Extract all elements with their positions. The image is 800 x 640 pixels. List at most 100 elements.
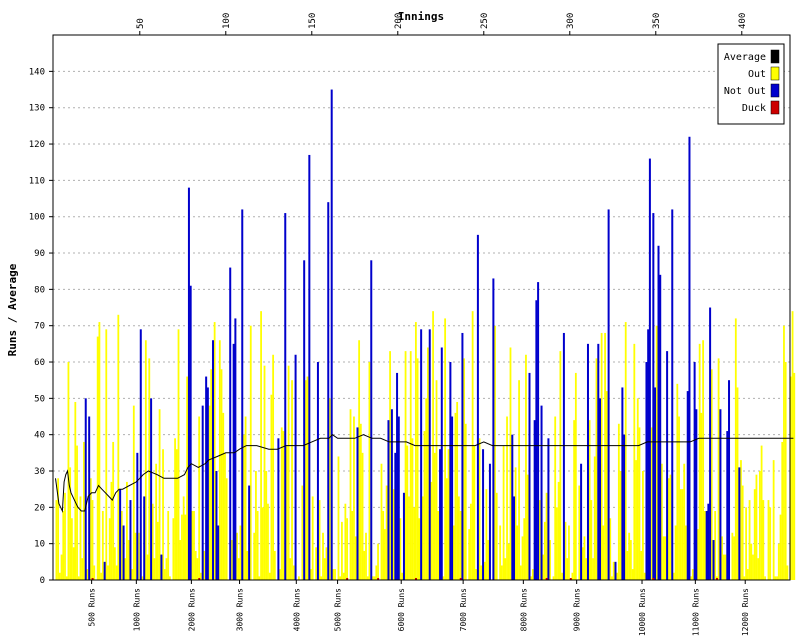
out-bar bbox=[786, 565, 789, 580]
out-bar bbox=[138, 532, 140, 580]
out-bar bbox=[611, 576, 613, 580]
out-bar bbox=[287, 365, 290, 580]
out-bar bbox=[380, 463, 383, 580]
out-bar bbox=[722, 554, 725, 580]
not-out-bar bbox=[645, 362, 648, 580]
out-bar bbox=[624, 322, 627, 580]
duck-mark bbox=[91, 578, 94, 580]
out-bar bbox=[58, 572, 61, 580]
duck-mark bbox=[346, 578, 349, 580]
out-bar bbox=[605, 391, 608, 580]
out-bar bbox=[310, 569, 312, 580]
not-out-bar bbox=[440, 347, 443, 580]
out-bar bbox=[616, 572, 619, 580]
out-bar bbox=[270, 394, 273, 580]
not-out-bar bbox=[728, 380, 731, 580]
out-bar bbox=[110, 481, 113, 580]
bottom-tick-label: 4000 Runs bbox=[292, 588, 301, 632]
not-out-bar bbox=[103, 561, 106, 580]
out-bar bbox=[358, 340, 361, 580]
out-bar bbox=[633, 343, 636, 580]
not-out-bar bbox=[533, 420, 536, 580]
out-bar bbox=[375, 565, 378, 580]
out-bar bbox=[444, 318, 447, 580]
out-bar bbox=[777, 543, 780, 580]
out-bar bbox=[741, 485, 744, 580]
out-bar bbox=[703, 510, 706, 580]
out-bar bbox=[218, 340, 221, 580]
out-bar bbox=[421, 496, 424, 580]
y-tick-label: 40 bbox=[34, 431, 45, 441]
not-out-bar bbox=[420, 329, 423, 580]
not-out-bars bbox=[84, 89, 741, 581]
out-bar bbox=[298, 576, 300, 580]
out-bar bbox=[76, 445, 78, 580]
out-bar bbox=[62, 510, 65, 580]
out-bar bbox=[279, 569, 281, 580]
out-bar bbox=[781, 441, 784, 580]
out-bar bbox=[683, 463, 686, 580]
top-axis-ticks: 50 100 150 200 250 300 350 400 bbox=[136, 13, 748, 35]
not-out-bar bbox=[671, 209, 674, 580]
out-bar bbox=[464, 423, 467, 580]
out-bar bbox=[198, 416, 201, 580]
out-bar bbox=[267, 503, 269, 580]
y-tick-label: 100 bbox=[29, 213, 45, 223]
out-bar bbox=[384, 529, 386, 580]
out-bar bbox=[382, 510, 385, 580]
out-bar bbox=[230, 540, 233, 580]
out-bar bbox=[162, 449, 164, 580]
not-out-bar bbox=[160, 554, 163, 580]
duck-mark bbox=[459, 578, 462, 580]
bottom-axis-ticks: 500 Runs 1000 Runs 2000 Runs 3000 Runs 4000 … bbox=[88, 580, 750, 636]
not-out-bar bbox=[294, 354, 297, 580]
out-bar bbox=[710, 369, 713, 580]
out-bar bbox=[585, 558, 588, 580]
out-bar bbox=[325, 547, 328, 580]
duck-mark bbox=[569, 578, 572, 580]
legend-label: Not Out bbox=[724, 86, 766, 97]
not-out-bar bbox=[248, 485, 251, 580]
y-tick-label: 20 bbox=[34, 503, 45, 513]
not-out-bar bbox=[648, 158, 651, 580]
out-bar bbox=[69, 467, 72, 580]
not-out-bar bbox=[139, 329, 142, 580]
out-bar bbox=[249, 325, 252, 580]
out-bar bbox=[301, 485, 304, 580]
bottom-tick-label: 11000 Runs bbox=[691, 588, 700, 636]
top-tick-label: 350 bbox=[652, 13, 662, 29]
out-bar bbox=[389, 351, 391, 580]
not-out-bar bbox=[709, 307, 712, 580]
not-out-bar bbox=[695, 409, 698, 580]
out-bar bbox=[516, 525, 519, 580]
out-bar bbox=[392, 489, 395, 580]
legend-swatch bbox=[770, 83, 780, 98]
out-bar bbox=[224, 452, 226, 580]
out-bar bbox=[571, 572, 574, 580]
out-bar bbox=[543, 521, 546, 580]
not-out-bar bbox=[654, 387, 657, 580]
legend-items: Average Out Not Out Duck bbox=[724, 49, 780, 115]
out-bar bbox=[561, 572, 563, 580]
y-tick-label: 10 bbox=[34, 540, 45, 550]
out-bar bbox=[77, 576, 80, 580]
out-bar bbox=[588, 420, 591, 580]
out-bar bbox=[762, 500, 765, 580]
out-bar bbox=[669, 474, 672, 580]
out-bar bbox=[339, 576, 342, 580]
not-out-bar bbox=[511, 434, 514, 580]
y-tick-label: 0 bbox=[40, 576, 45, 586]
out-bar bbox=[311, 496, 314, 580]
out-bar bbox=[196, 558, 199, 580]
out-bar bbox=[519, 565, 522, 580]
out-bar bbox=[635, 460, 637, 580]
not-out-bar bbox=[356, 427, 359, 580]
bottom-tick-label: 5000 Runs bbox=[334, 588, 343, 632]
out-bar bbox=[631, 569, 634, 580]
out-bar bbox=[57, 478, 60, 580]
out-bar bbox=[578, 485, 581, 580]
out-bar bbox=[399, 518, 402, 580]
out-bar bbox=[556, 507, 558, 580]
not-out-bar bbox=[303, 260, 306, 580]
bottom-tick-label: 9000 Runs bbox=[573, 588, 582, 632]
